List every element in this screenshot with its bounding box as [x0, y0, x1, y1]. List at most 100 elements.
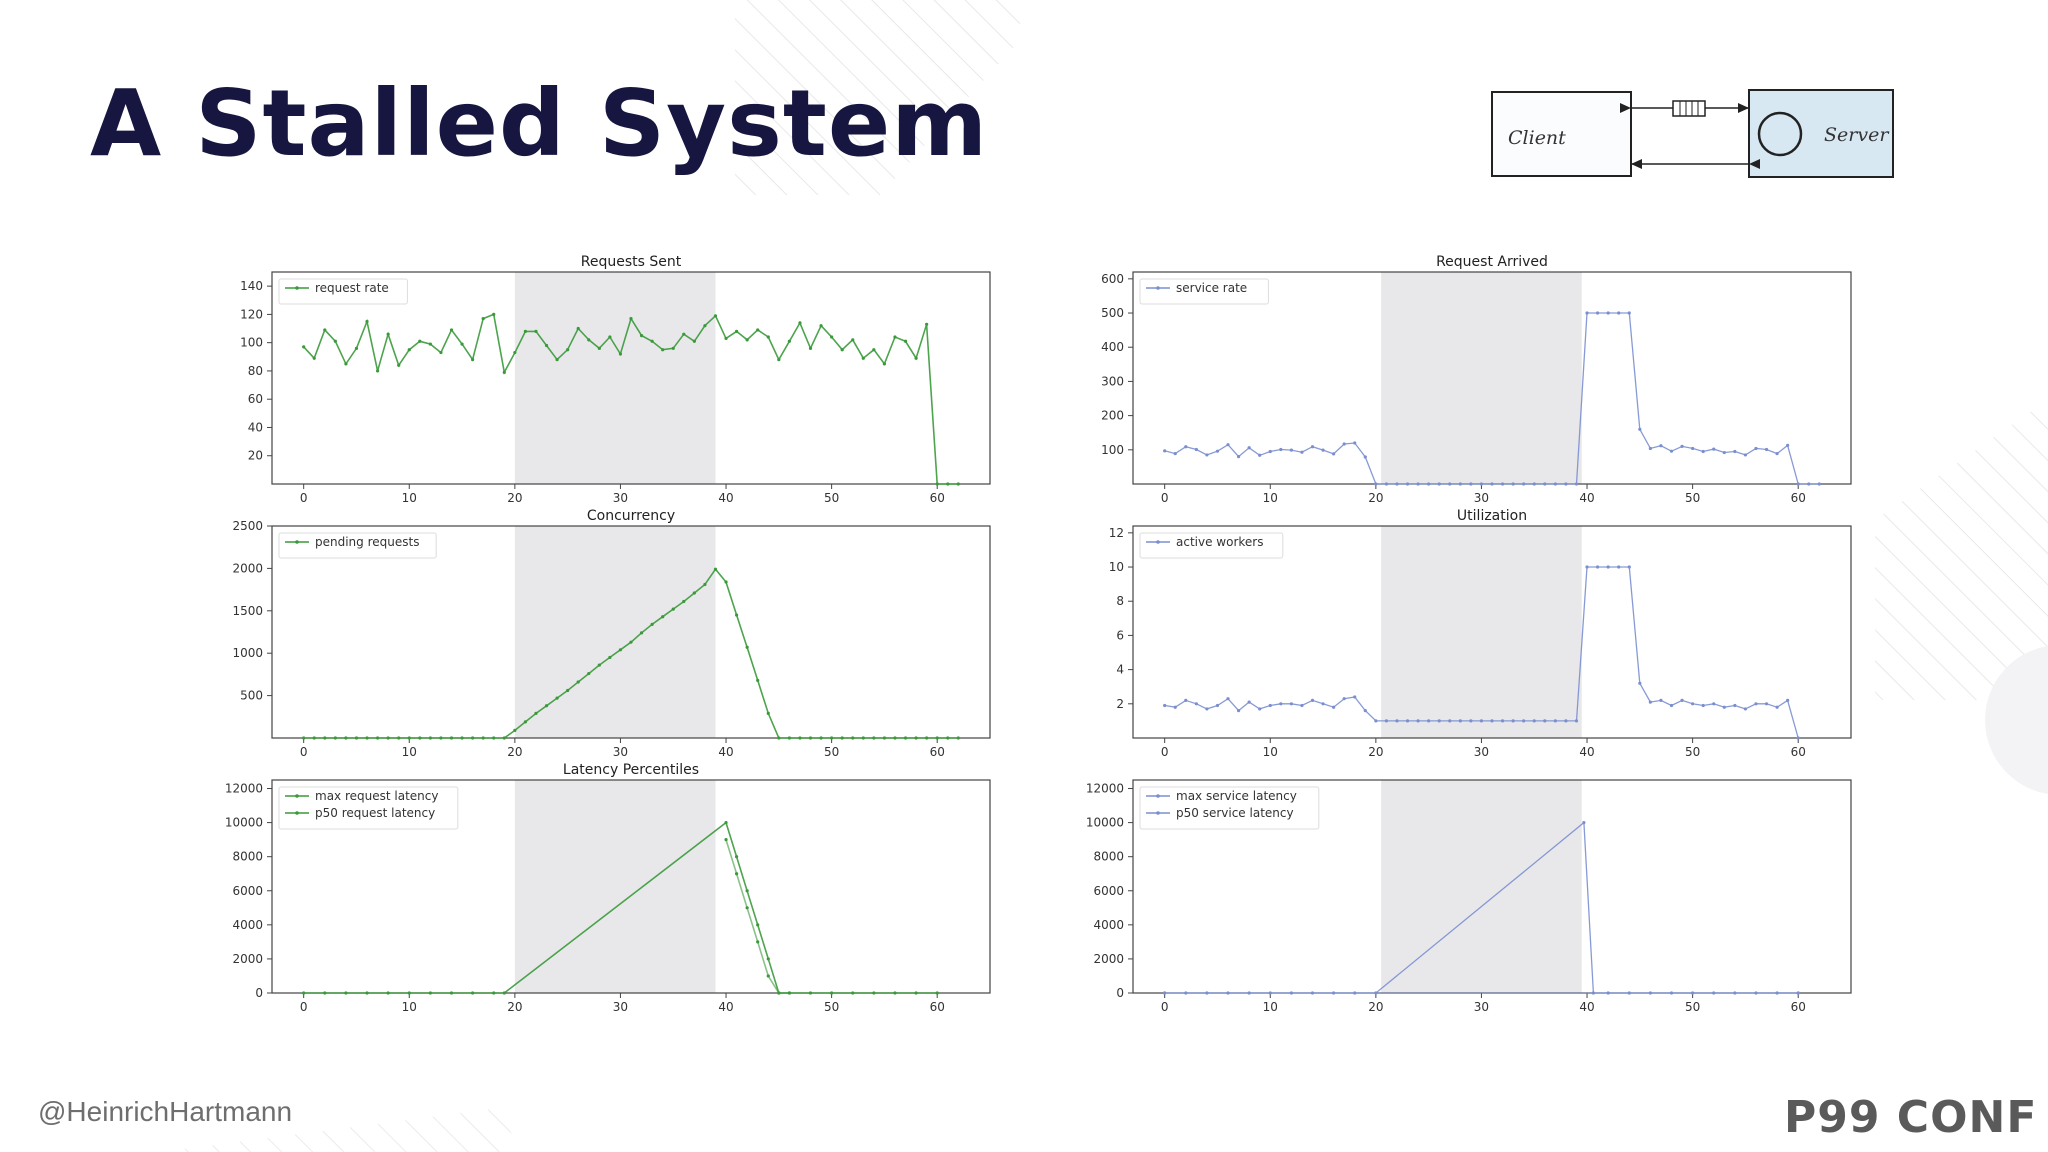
data-point: [1300, 703, 1304, 708]
data-point: [1300, 450, 1304, 454]
server-worker-icon: [1757, 111, 1803, 157]
y-tick-label: 200: [1101, 409, 1124, 423]
data-point: [597, 663, 601, 667]
queue-icon: [1672, 100, 1706, 117]
x-tick-label: 60: [930, 745, 945, 759]
x-tick-label: 50: [824, 745, 839, 759]
data-point: [1500, 482, 1505, 486]
data-point: [439, 736, 443, 740]
plot-frame: [271, 525, 991, 739]
y-tick-label: 2: [1116, 697, 1124, 711]
data-point: [386, 991, 390, 995]
data-point: [534, 711, 538, 716]
data-point: [608, 655, 612, 660]
data-point: [639, 631, 644, 635]
x-tick-label: 0: [300, 745, 308, 759]
data-point: [1279, 702, 1283, 706]
data-point: [1226, 443, 1230, 447]
data-point: [1543, 482, 1547, 486]
data-point: [1490, 719, 1494, 723]
data-point: [956, 482, 960, 486]
y-tick-label: 12000: [1086, 782, 1124, 796]
x-tick-label: 40: [1579, 491, 1594, 505]
data-point: [397, 363, 401, 367]
x-tick-label: 10: [1263, 491, 1278, 505]
data-point: [471, 736, 475, 740]
data-point: [1332, 705, 1336, 709]
data-point: [914, 736, 918, 740]
data-point: [1638, 427, 1642, 431]
data-point: [1194, 702, 1198, 706]
data-point: [766, 335, 770, 339]
data-point: [1342, 697, 1346, 701]
data-point: [555, 358, 559, 362]
data-point: [1722, 705, 1726, 709]
legend-box: [278, 532, 437, 559]
data-point: [671, 346, 675, 350]
x-tick-label: 10: [402, 745, 417, 759]
data-point: [893, 736, 897, 740]
data-point: [1669, 703, 1674, 708]
x-tick-label: 20: [507, 745, 522, 759]
twitter-handle: @HeinrichHartmann: [38, 1096, 293, 1127]
data-point: [1226, 697, 1230, 701]
x-tick-label: 30: [1474, 491, 1489, 505]
legend-label: pending requests: [315, 535, 419, 549]
data-point: [1479, 719, 1484, 723]
data-point: [819, 736, 823, 740]
data-point: [597, 346, 601, 350]
data-point: [830, 736, 834, 740]
y-tick-label: 20: [248, 449, 263, 463]
data-point: [365, 736, 369, 740]
plot-frame: [271, 779, 991, 994]
data-point: [1374, 482, 1378, 486]
data-point: [1680, 444, 1684, 448]
data-point: [1500, 719, 1505, 723]
data-point: [1458, 719, 1462, 723]
data-point: [671, 607, 675, 611]
data-point: [713, 567, 718, 571]
data-point: [703, 324, 707, 328]
data-point: [471, 991, 475, 995]
x-tick-label: 10: [402, 491, 417, 505]
data-point: [787, 991, 791, 995]
data-point: [766, 711, 770, 716]
chart-title: Latency Percentiles: [563, 762, 699, 778]
data-point: [1532, 719, 1536, 723]
data-point: [777, 736, 781, 740]
data-point: [777, 358, 781, 362]
data-point: [1215, 449, 1220, 453]
data-point: [544, 343, 549, 348]
data-point: [872, 736, 876, 740]
data-point: [956, 736, 960, 740]
x-tick-label: 20: [1368, 1000, 1383, 1014]
data-point: [1648, 446, 1652, 451]
x-tick-label: 10: [1263, 1000, 1278, 1014]
y-tick-label: 4000: [1093, 918, 1124, 932]
data-point: [1606, 565, 1610, 569]
data-point: [1416, 482, 1420, 486]
data-point: [777, 991, 781, 995]
legend-marker: [295, 540, 299, 544]
data-point: [608, 335, 612, 339]
data-point: [492, 991, 496, 995]
data-point: [914, 356, 918, 360]
data-point: [1775, 705, 1779, 709]
data-point: [724, 336, 728, 341]
legend-label: service rate: [1176, 281, 1247, 295]
data-point: [1617, 565, 1621, 569]
data-point: [882, 736, 887, 740]
x-tick-label: 30: [613, 1000, 628, 1014]
data-point: [1163, 449, 1167, 453]
data-point: [756, 923, 760, 927]
y-tick-label: 2000: [1093, 952, 1124, 966]
client-box: [1491, 91, 1632, 177]
data-point: [661, 615, 665, 619]
data-point: [745, 338, 749, 342]
y-tick-label: 600: [1101, 272, 1124, 286]
data-point: [1807, 482, 1811, 486]
legend-box: [278, 278, 408, 305]
chart-latency-percentiles: Latency Percentiles 0 10 20 30 40 50 60 0 2000 400…: [225, 762, 991, 1014]
data-point: [872, 348, 876, 352]
